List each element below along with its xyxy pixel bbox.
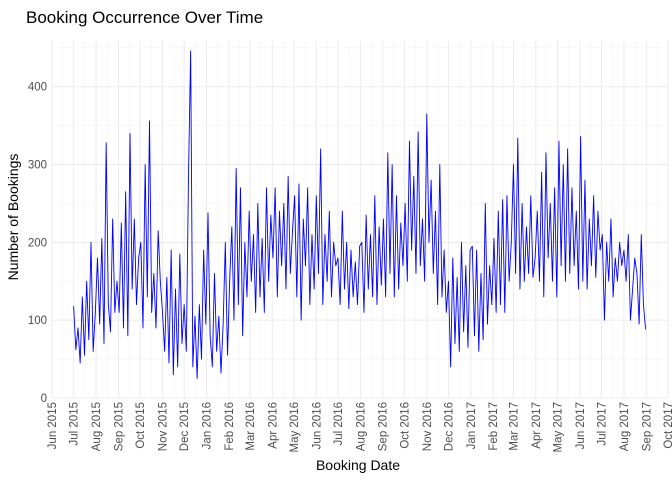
x-tick-label: Apr 2017 — [531, 402, 543, 449]
y-tick-labels: 0 100 200 300 400 — [28, 82, 47, 405]
x-tick-label: Jan 2016 — [202, 402, 214, 449]
chart-title: Booking Occurrence Over Time — [26, 8, 263, 27]
x-tick-label: Sep 2017 — [641, 402, 653, 451]
y-tick-label: 200 — [28, 237, 47, 249]
series-layer — [73, 50, 647, 379]
x-tick-label: Aug 2015 — [91, 402, 103, 451]
x-tick-labels: Jun 2015 Jul 2015 Aug 2015 Sep 2015 Oct 2015… — [47, 402, 672, 453]
x-tick-label: Feb 2016 — [224, 402, 236, 451]
x-tick-label: Feb 2017 — [488, 402, 500, 451]
y-tick-label: 300 — [28, 160, 47, 172]
x-tick-label: Sep 2016 — [378, 402, 390, 451]
x-tick-label: Oct 2016 — [399, 402, 411, 449]
x-tick-label: Dec 2016 — [443, 402, 455, 451]
x-axis-title: Booking Date — [316, 457, 400, 473]
x-tick-label: Oct 2017 — [663, 402, 672, 449]
y-axis-title: Number of Bookings — [5, 154, 21, 281]
x-tick-label: Apr 2016 — [267, 402, 279, 449]
x-tick-label: Jun 2015 — [47, 402, 59, 449]
y-tick-label: 100 — [28, 315, 47, 327]
x-tick-label: Jun 2016 — [311, 402, 323, 449]
x-tick-label: Mar 2017 — [508, 402, 520, 451]
x-tick-label: Aug 2016 — [355, 402, 367, 451]
y-tick-label: 0 — [41, 393, 47, 405]
x-tick-label: Nov 2016 — [422, 402, 434, 451]
y-tick-label: 400 — [28, 82, 47, 94]
series-line — [73, 50, 647, 379]
x-tick-label: Mar 2016 — [245, 402, 257, 451]
x-tick-label: Dec 2015 — [179, 402, 191, 451]
x-tick-label: Jul 2017 — [597, 402, 609, 445]
x-tick-label: Jun 2017 — [575, 402, 587, 449]
x-tick-label: May 2016 — [289, 402, 301, 453]
x-tick-label: Nov 2015 — [157, 402, 169, 451]
x-tick-label: Jan 2017 — [466, 402, 478, 449]
x-tick-label: Aug 2017 — [619, 402, 631, 451]
grid-layer — [51, 40, 669, 399]
x-tick-label: Sep 2015 — [113, 402, 125, 451]
x-tick-label: Oct 2015 — [135, 402, 147, 449]
x-tick-label: May 2017 — [553, 402, 565, 453]
x-tick-label: Jul 2015 — [69, 402, 81, 445]
x-tick-label: Jul 2016 — [333, 402, 345, 445]
